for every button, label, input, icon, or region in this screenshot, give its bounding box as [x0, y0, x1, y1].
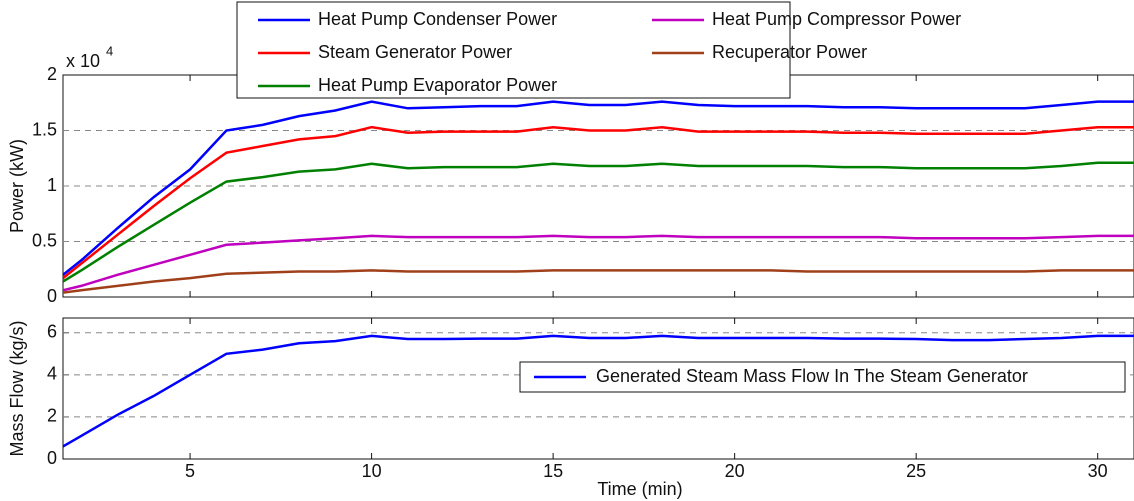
y-tick-label: 2	[47, 406, 57, 426]
y-axis-label: Power (kW)	[7, 139, 27, 233]
x-tick-label: 5	[185, 461, 195, 481]
x-tick-label: 25	[906, 461, 926, 481]
x-tick-label: 15	[543, 461, 563, 481]
x-tick-label: 10	[362, 461, 382, 481]
legend-label: Recuperator Power	[712, 42, 867, 62]
series-line	[63, 161, 1134, 283]
legend-label: Heat Pump Condenser Power	[318, 9, 557, 29]
x-tick-label: 30	[1088, 461, 1108, 481]
y-tick-label: 0	[47, 286, 57, 306]
series-line	[63, 100, 1134, 276]
y-tick-label: 1.5	[32, 119, 57, 139]
legend-label: Heat Pump Compressor Power	[712, 9, 961, 29]
legend-box	[236, 1, 791, 99]
y-tick-label: 0	[47, 448, 57, 468]
series-line	[63, 234, 1134, 292]
series-line	[63, 334, 1134, 448]
axis-multiplier-exponent: 4	[106, 43, 113, 58]
y-tick-label: 0.5	[32, 230, 57, 250]
legend-label: Generated Steam Mass Flow In The Steam G…	[596, 366, 1028, 386]
x-tick-label: 20	[725, 461, 745, 481]
series-group	[63, 100, 1134, 294]
y-axis-label: Mass Flow (kg/s)	[7, 320, 27, 456]
y-tick-label: 2	[47, 64, 57, 84]
axis-multiplier: x 10	[66, 51, 100, 71]
legend-label: Steam Generator Power	[318, 42, 512, 62]
series-line	[63, 269, 1134, 294]
series-line	[63, 125, 1134, 280]
legend-label: Heat Pump Evaporator Power	[318, 75, 557, 95]
legend-box	[519, 361, 1126, 393]
y-tick-label: 4	[47, 364, 57, 384]
y-tick-label: 1	[47, 175, 57, 195]
series-group	[63, 334, 1134, 448]
x-axis-label: Time (min)	[597, 479, 682, 499]
y-tick-label: 6	[47, 321, 57, 341]
